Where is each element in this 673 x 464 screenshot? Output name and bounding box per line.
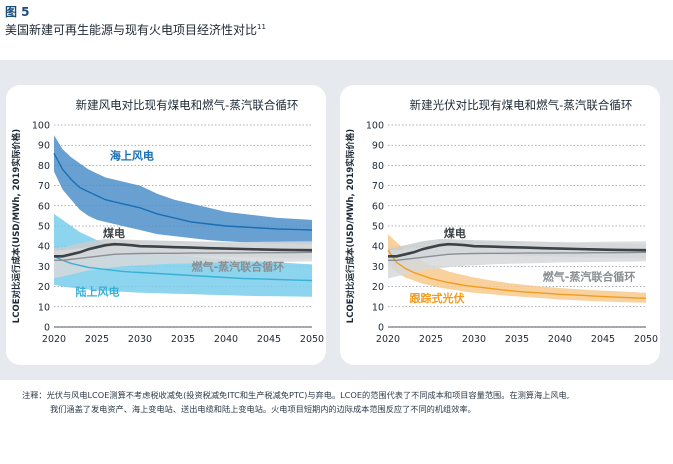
figure-title: 美国新建可再生能源与现有火电项目经济性对比11	[5, 21, 266, 38]
solar-ytick-label-80: 80	[372, 161, 384, 172]
wind-xtick-label-2030: 2030	[128, 334, 152, 345]
solar-series-1-line	[388, 242, 647, 258]
solar-ytick-label-50: 50	[372, 222, 384, 233]
wind-series-3-range-band	[54, 241, 312, 279]
solar-ytick-label-10: 10	[372, 302, 384, 313]
solar-ytick-label-20: 20	[372, 282, 384, 293]
wind-ytick-label-0: 0	[44, 323, 50, 334]
wind-y-axis-label: LCOE对比运行成本(USD/MWh, 2019实际价格)	[11, 129, 22, 323]
wind-xtick-label-2020: 2020	[42, 334, 66, 345]
wind-series-0-range-band	[54, 135, 312, 246]
solar-series-0-line	[387, 249, 647, 299]
solar-xtick-label-2030: 2030	[462, 334, 486, 345]
solar-ytick-label-30: 30	[372, 262, 384, 273]
solar-series-2-range-band	[388, 241, 646, 279]
solar-chart-title: 新建光伏对比现有煤电和燃气-蒸汽联合循环	[410, 98, 633, 112]
wind-series-2-line	[54, 242, 313, 258]
wind-xtick-label-2045: 2045	[257, 334, 281, 345]
wind-chart-title: 新建风电对比现有煤电和燃气-蒸汽联合循环	[76, 98, 299, 112]
wind-ytick-label-60: 60	[38, 201, 50, 212]
solar-xtick-label-2025: 2025	[419, 334, 443, 345]
wind-xtick-label-2035: 2035	[171, 334, 195, 345]
figure-title-text: 美国新建可再生能源与现有火电项目经济性对比	[5, 23, 258, 37]
wind-series-3-label: 燃气-蒸汽联合循环	[191, 259, 285, 273]
wind-ytick-label-80: 80	[38, 161, 50, 172]
solar-ytick-label-60: 60	[372, 201, 384, 212]
figure-note: 注释：光伏与风电LCOE测算不考虑税收减免(投资税减免ITC和生产税减免PTC)…	[22, 388, 662, 416]
solar-ytick-label-90: 90	[372, 141, 384, 152]
wind-series-1-label: 陆上风电	[76, 285, 120, 299]
wind-vs-thermal-chart-svg: 新建风电对比现有煤电和燃气-蒸汽联合循环01020304050607080901…	[11, 98, 324, 345]
wind-xtick-label-2050: 2050	[300, 334, 324, 345]
wind-series-2-label: 煤电	[103, 226, 125, 240]
solar-xtick-label-2045: 2045	[591, 334, 615, 345]
wind-series-3-line	[54, 251, 313, 262]
wind-ytick-label-50: 50	[38, 222, 50, 233]
solar-y-axis-label: LCOE对比运行成本(USD/MWh, 2019实际价格)	[345, 129, 356, 323]
solar-series-1-label: 煤电	[444, 226, 466, 240]
solar-ytick-label-0: 0	[378, 323, 384, 334]
wind-series-0-line	[53, 152, 313, 231]
solar-vs-thermal-chart-svg: 新建光伏对比现有煤电和燃气-蒸汽联合循环01020304050607080901…	[345, 98, 658, 345]
solar-xtick-label-2035: 2035	[505, 334, 529, 345]
wind-series-0-label: 海上风电	[110, 148, 154, 162]
wind-series-1-line	[53, 255, 313, 282]
wind-xtick-label-2025: 2025	[85, 334, 109, 345]
figure-note-line-1: 注释：光伏与风电LCOE测算不考虑税收减免(投资税减免ITC和生产税减免PTC)…	[22, 390, 570, 400]
solar-vs-thermal-chart: 新建光伏对比现有煤电和燃气-蒸汽联合循环 0 10 20 30 40 50 60 70 80 90 1…	[340, 85, 660, 365]
solar-series-0-label: 跟踪式光伏	[410, 291, 465, 305]
solar-ytick-label-100: 100	[366, 121, 384, 132]
wind-ytick-label-30: 30	[38, 262, 50, 273]
figure-note-line-2: 我们涵盖了发电资产、海上变电站、送出电缆和陆上变电站。火电项目短期内的边际成本范…	[50, 404, 476, 414]
solar-series-2-label: 燃气-蒸汽联合循环	[542, 270, 636, 284]
solar-ytick-label-70: 70	[372, 181, 384, 192]
wind-ytick-label-70: 70	[38, 181, 50, 192]
solar-series-0-range-band	[388, 234, 646, 303]
solar-xtick-label-2050: 2050	[634, 334, 658, 345]
wind-ytick-label-90: 90	[38, 141, 50, 152]
wind-ytick-label-40: 40	[38, 242, 50, 253]
wind-ytick-label-20: 20	[38, 282, 50, 293]
wind-ytick-label-100: 100	[32, 121, 50, 132]
wind-ytick-label-10: 10	[38, 302, 50, 313]
figure-label: 图 5	[5, 5, 30, 19]
solar-xtick-label-2040: 2040	[548, 334, 572, 345]
wind-xtick-label-2040: 2040	[214, 334, 238, 345]
solar-xtick-label-2020: 2020	[376, 334, 400, 345]
wind-vs-thermal-chart: 新建风电对比现有煤电和燃气-蒸汽联合循环 0 10 20 30 40 50 60 70 80 90 1…	[6, 85, 326, 365]
solar-series-2-line	[388, 251, 647, 262]
figure-title-footnote: 11	[257, 23, 266, 31]
solar-ytick-label-40: 40	[372, 242, 384, 253]
